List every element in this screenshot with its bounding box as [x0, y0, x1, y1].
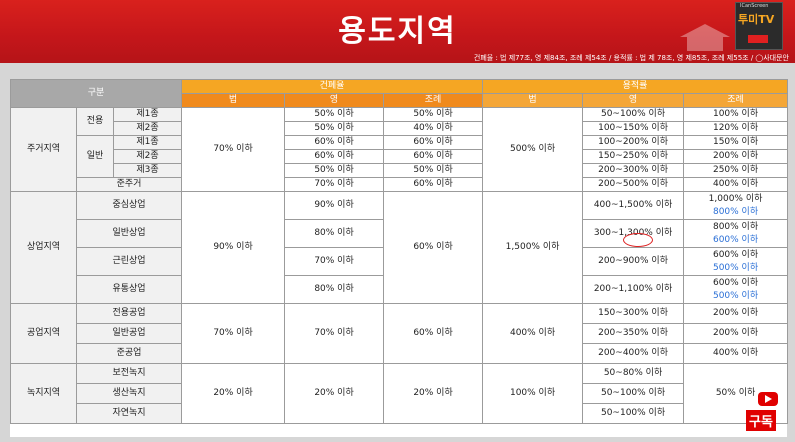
- table-row: 근린상업 70% 이하 200~900% 이하 600% 이하 500% 이하: [11, 247, 789, 276]
- table-row: 준공업 200~400% 이하 400% 이하: [11, 343, 789, 364]
- table-row: 준주거 70% 이하 60% 이하 200~500% 이하 400% 이하: [11, 177, 789, 192]
- table-row: 생산녹지 50~100% 이하: [11, 383, 788, 404]
- table-row: 제2종 60% 이하 60% 이하 150~250% 이하 200% 이하: [11, 149, 789, 164]
- law-reference: 건폐율 : 법 제77조, 영 제84조, 조례 제54조 / 용적률 : 법 …: [473, 54, 789, 62]
- subscribe-label: 구독: [746, 410, 776, 431]
- table-row: 상업지역 중심상업 90% 이하 90% 이하 60% 이하 1,500% 이하…: [10, 191, 789, 304]
- header-far-ordinance: 조례: [683, 93, 789, 108]
- header-bcr-law: 법: [181, 93, 286, 108]
- table-row: 유통상업 80% 이하 200~1,100% 이하 600% 이하 500% 이하: [11, 275, 789, 304]
- subzone-label: 일반: [76, 135, 114, 178]
- header-far: 용적률: [482, 79, 789, 94]
- header-far-decree: 영: [582, 93, 685, 108]
- table-row: 주거지역 전용 제1종 70% 이하 50% 이하 50% 이하 500% 이하…: [10, 107, 789, 192]
- table-row: 제2종 50% 이하 40% 이하 100~150% 이하 120% 이하: [11, 121, 789, 136]
- zone-label: 공업지역: [10, 303, 77, 364]
- table-row: 일반 제1종 60% 이하 60% 이하 100~200% 이하 150% 이하: [11, 135, 789, 178]
- header-bcr-ordinance: 조례: [383, 93, 484, 108]
- table-row: 제3종 50% 이하 50% 이하 200~300% 이하 250% 이하: [11, 163, 789, 178]
- header-bcr: 건폐율: [181, 79, 484, 94]
- table-row: 공업지역 전용공업 70% 이하 70% 이하 60% 이하 400% 이하 1…: [10, 303, 789, 364]
- channel-logo: ICanScreen 투미TV: [735, 2, 783, 50]
- channel-logo-text: 투미TV: [738, 13, 775, 26]
- zone-label: 주거지역: [10, 107, 77, 192]
- page-title: 용도지역: [338, 14, 457, 49]
- header-far-law: 법: [482, 93, 584, 108]
- youtube-subscribe-button[interactable]: 구독: [738, 392, 784, 432]
- logo-button-icon: [748, 35, 768, 43]
- zone-label: 녹지지역: [10, 363, 77, 424]
- table-row: 녹지지역 보전녹지 20% 이하 20% 이하 20% 이하 100% 이하 5…: [10, 363, 789, 424]
- subzone-label: 전용: [76, 107, 114, 136]
- youtube-play-icon: [758, 392, 778, 406]
- zone-label: 상업지역: [10, 191, 77, 304]
- house-icon: [680, 24, 730, 51]
- zoning-table-sheet: 구분 건폐율 용적률 법 영 조례 법 영 조례 주거지역 전용 제1종 70%…: [9, 79, 789, 437]
- zoning-table: 구분 건폐율 용적률 법 영 조례 법 영 조례 주거지역 전용 제1종 70%…: [9, 79, 789, 424]
- highlight-circle: [623, 233, 653, 247]
- header-gubun: 구분: [9, 79, 183, 108]
- header-bcr-decree: 영: [284, 93, 385, 108]
- table-row: 자연녹지 50~100% 이하: [11, 403, 788, 424]
- title-banner: [0, 0, 795, 63]
